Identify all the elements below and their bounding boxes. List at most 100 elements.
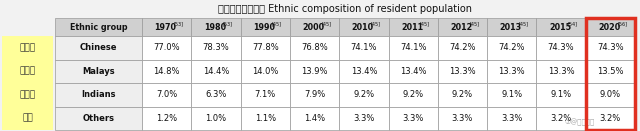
Text: 3.3%: 3.3%: [501, 114, 522, 123]
Text: 13.9%: 13.9%: [301, 67, 328, 76]
Text: 76.8%: 76.8%: [301, 43, 328, 52]
Text: Chinese: Chinese: [80, 43, 117, 52]
Bar: [191, 36, 241, 59]
Bar: [55, 59, 142, 83]
Text: 3.3%: 3.3%: [403, 114, 424, 123]
Bar: [487, 36, 536, 59]
Bar: [191, 83, 241, 107]
Text: 1.2%: 1.2%: [156, 114, 177, 123]
Bar: [536, 107, 586, 130]
Bar: [388, 59, 438, 83]
Text: 1970: 1970: [155, 23, 177, 32]
Text: Others: Others: [83, 114, 115, 123]
Bar: [339, 59, 388, 83]
Text: 9.2%: 9.2%: [452, 90, 473, 99]
Text: 74.2%: 74.2%: [499, 43, 525, 52]
Text: [45]: [45]: [272, 21, 282, 26]
Bar: [586, 36, 635, 59]
Bar: [241, 18, 290, 36]
Text: Indians: Indians: [81, 90, 116, 99]
Text: 9.1%: 9.1%: [501, 90, 522, 99]
Bar: [339, 107, 388, 130]
Bar: [241, 83, 290, 107]
Bar: [191, 59, 241, 83]
Bar: [487, 83, 536, 107]
Text: 2010: 2010: [352, 23, 374, 32]
Bar: [536, 59, 586, 83]
Text: 74.1%: 74.1%: [351, 43, 377, 52]
Bar: [241, 36, 290, 59]
Text: 2012: 2012: [451, 23, 472, 32]
Bar: [55, 107, 142, 130]
Text: 6.3%: 6.3%: [205, 90, 227, 99]
Bar: [536, 36, 586, 59]
Text: [53]: [53]: [173, 21, 184, 26]
Text: 1990: 1990: [253, 23, 275, 32]
Bar: [438, 59, 487, 83]
Bar: [586, 83, 635, 107]
Text: [45]: [45]: [420, 21, 430, 26]
Bar: [2, 36, 53, 130]
Bar: [241, 107, 290, 130]
Text: 13.5%: 13.5%: [597, 67, 623, 76]
Bar: [586, 59, 635, 83]
Text: 74.1%: 74.1%: [400, 43, 426, 52]
Bar: [339, 83, 388, 107]
Bar: [290, 83, 339, 107]
Text: 13.3%: 13.3%: [548, 67, 574, 76]
Bar: [142, 18, 191, 36]
Text: 77.0%: 77.0%: [154, 43, 180, 52]
Bar: [388, 83, 438, 107]
Text: 1.4%: 1.4%: [304, 114, 325, 123]
Bar: [487, 18, 536, 36]
Text: 13.3%: 13.3%: [499, 67, 525, 76]
Text: 9.2%: 9.2%: [353, 90, 374, 99]
Text: 2011: 2011: [401, 23, 423, 32]
Bar: [388, 36, 438, 59]
Bar: [438, 107, 487, 130]
Text: [45]: [45]: [371, 21, 381, 26]
Text: [53]: [53]: [223, 21, 233, 26]
Bar: [339, 36, 388, 59]
Text: 马来人: 马来人: [19, 67, 36, 76]
Text: 13.4%: 13.4%: [351, 67, 377, 76]
Bar: [241, 59, 290, 83]
Text: 1980: 1980: [204, 23, 226, 32]
Text: [45]: [45]: [518, 21, 529, 26]
Text: 7.9%: 7.9%: [304, 90, 325, 99]
Bar: [438, 18, 487, 36]
Text: 2020: 2020: [598, 23, 620, 32]
Text: 13.3%: 13.3%: [449, 67, 476, 76]
Bar: [536, 83, 586, 107]
Text: 3.3%: 3.3%: [452, 114, 473, 123]
Text: 14.4%: 14.4%: [203, 67, 229, 76]
Bar: [388, 18, 438, 36]
Text: 3.2%: 3.2%: [600, 114, 621, 123]
Bar: [142, 59, 191, 83]
Text: 78.3%: 78.3%: [203, 43, 229, 52]
Bar: [586, 18, 635, 130]
Bar: [191, 107, 241, 130]
Text: [56]: [56]: [617, 21, 627, 26]
Bar: [339, 18, 388, 36]
Bar: [586, 107, 635, 130]
Text: 2013: 2013: [500, 23, 522, 32]
Bar: [142, 107, 191, 130]
Text: 7.0%: 7.0%: [156, 90, 177, 99]
Text: 1.1%: 1.1%: [255, 114, 276, 123]
Bar: [536, 18, 586, 36]
Text: 7.1%: 7.1%: [255, 90, 276, 99]
Bar: [290, 59, 339, 83]
Bar: [55, 36, 142, 59]
Text: 1.0%: 1.0%: [205, 114, 227, 123]
Bar: [290, 107, 339, 130]
Bar: [290, 18, 339, 36]
Text: [45]: [45]: [321, 21, 332, 26]
Bar: [290, 36, 339, 59]
Text: 3.3%: 3.3%: [353, 114, 374, 123]
Text: 77.8%: 77.8%: [252, 43, 278, 52]
Bar: [55, 18, 142, 36]
Bar: [438, 83, 487, 107]
Text: 13.4%: 13.4%: [400, 67, 426, 76]
Text: 印度人: 印度人: [19, 90, 36, 99]
